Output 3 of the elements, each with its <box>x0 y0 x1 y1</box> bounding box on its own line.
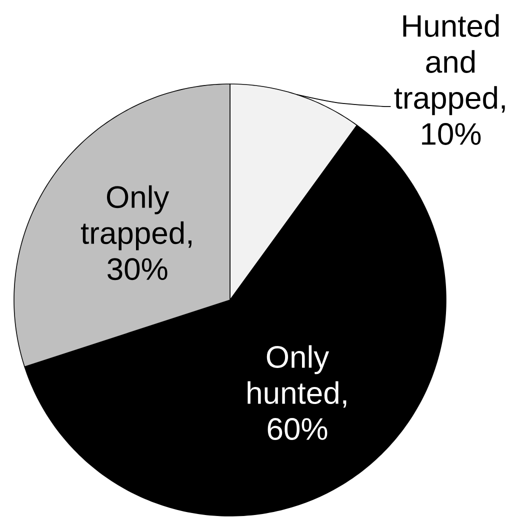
data-label: Only hunted, 60% <box>248 345 346 440</box>
data-label: Hunted and trapped, 10% <box>394 14 505 145</box>
data-label: Only trapped, 30% <box>80 185 192 280</box>
